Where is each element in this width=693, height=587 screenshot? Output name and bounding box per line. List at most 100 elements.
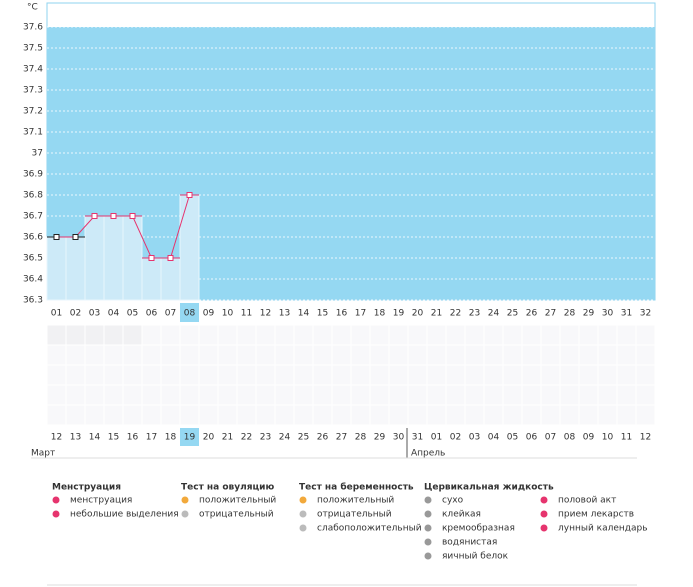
date-label: 26	[317, 433, 329, 443]
symbol-cell	[160, 404, 181, 426]
symbol-cell	[274, 364, 295, 386]
symbol-cell	[521, 324, 542, 346]
y-tick-label: 36.6	[23, 233, 43, 243]
date-label: 03	[469, 433, 480, 443]
symbol-cell	[483, 384, 504, 406]
day-label: 24	[488, 309, 500, 319]
day-label: 08	[184, 309, 196, 319]
temperature-bar	[46, 236, 67, 301]
symbol-cell	[46, 364, 67, 386]
y-tick-label: 37.4	[23, 65, 43, 75]
legend-heading: Менструация	[52, 483, 121, 493]
day-label: 15	[317, 309, 328, 319]
date-label: 29	[374, 433, 386, 443]
date-label: 17	[146, 433, 157, 443]
legend-item: отрицательный	[317, 510, 392, 520]
day-label: 11	[241, 309, 252, 319]
symbol-cell	[141, 364, 162, 386]
symbol-cell	[217, 404, 238, 426]
symbol-cell	[293, 324, 314, 346]
temperature-bar	[160, 257, 181, 301]
symbol-cell	[312, 324, 333, 346]
date-label: 07	[545, 433, 556, 443]
symbol-cell	[293, 384, 314, 406]
temperature-bar	[103, 215, 124, 301]
temperature-line	[56, 194, 190, 259]
date-label: 02	[450, 433, 461, 443]
symbol-cell	[141, 384, 162, 406]
date-label: 13	[70, 433, 81, 443]
symbol-cell	[559, 344, 580, 366]
symbol-cell	[502, 344, 523, 366]
symbol-cell	[179, 384, 200, 406]
symbol-cell	[445, 384, 466, 406]
legend-item: водянистая	[442, 538, 497, 548]
symbol-cell	[388, 344, 409, 366]
date-label: 25	[298, 433, 309, 443]
symbol-cell	[255, 404, 276, 426]
day-label: 25	[507, 309, 518, 319]
temperature-bar	[122, 215, 143, 301]
symbol-cell	[616, 384, 637, 406]
day-label: 22	[450, 309, 461, 319]
legend-item: слабоположительный	[317, 524, 422, 534]
symbol-cell	[331, 384, 352, 406]
day-label: 23	[469, 309, 480, 319]
temperature-bar	[84, 215, 105, 301]
symbol-cell	[464, 404, 485, 426]
legend-heading: Тест на овуляцию	[181, 483, 274, 493]
temperature-point	[91, 213, 98, 219]
day-label: 05	[127, 309, 138, 319]
symbol-cell	[635, 384, 656, 406]
symbol-cell	[103, 364, 124, 386]
symbol-cell	[635, 404, 656, 426]
symbol-cell	[578, 344, 599, 366]
selected-date	[180, 428, 199, 446]
legend-icon	[181, 496, 189, 504]
symbol-cell	[274, 344, 295, 366]
symbol-cell	[141, 404, 162, 426]
symbol-cell	[141, 344, 162, 366]
symbol-cell	[255, 364, 276, 386]
day-label: 30	[602, 309, 614, 319]
legend-item: половой акт	[558, 496, 616, 506]
symbol-cell	[198, 324, 219, 346]
symbol-cell	[236, 384, 257, 406]
day-label: 06	[146, 309, 158, 319]
symbol-cell	[616, 324, 637, 346]
symbol-cell	[236, 364, 257, 386]
symbol-cell	[103, 404, 124, 426]
symbol-cell	[350, 404, 371, 426]
date-label: 19	[184, 433, 196, 443]
date-label: 27	[336, 433, 347, 443]
legend-item: клейкая	[442, 510, 481, 520]
symbol-cell	[445, 344, 466, 366]
legend-icon	[424, 538, 432, 546]
symbol-cell	[540, 384, 561, 406]
symbol-cell	[198, 364, 219, 386]
date-label: 28	[355, 433, 367, 443]
symbol-cell	[597, 344, 618, 366]
legend-item: небольшие выделения	[70, 510, 179, 520]
symbol-cell	[578, 404, 599, 426]
symbol-cell	[426, 384, 447, 406]
symbol-cell	[293, 344, 314, 366]
date-label: 22	[241, 433, 252, 443]
selected-day	[180, 303, 199, 322]
y-tick-label: 37.5	[23, 44, 43, 54]
symbol-cell	[483, 324, 504, 346]
symbol-cell	[141, 324, 162, 346]
symbol-cell	[65, 364, 86, 386]
date-label: 30	[393, 433, 405, 443]
symbol-cell	[65, 404, 86, 426]
day-label: 12	[260, 309, 271, 319]
symbol-cell	[616, 344, 637, 366]
legend-item: положительный	[199, 496, 276, 506]
symbol-cell	[426, 324, 447, 346]
day-label: 07	[165, 309, 176, 319]
date-label: 23	[260, 433, 271, 443]
symbol-cell	[464, 324, 485, 346]
symbol-cell	[464, 384, 485, 406]
symbol-cell	[407, 384, 428, 406]
y-tick-label: 37	[32, 149, 43, 159]
